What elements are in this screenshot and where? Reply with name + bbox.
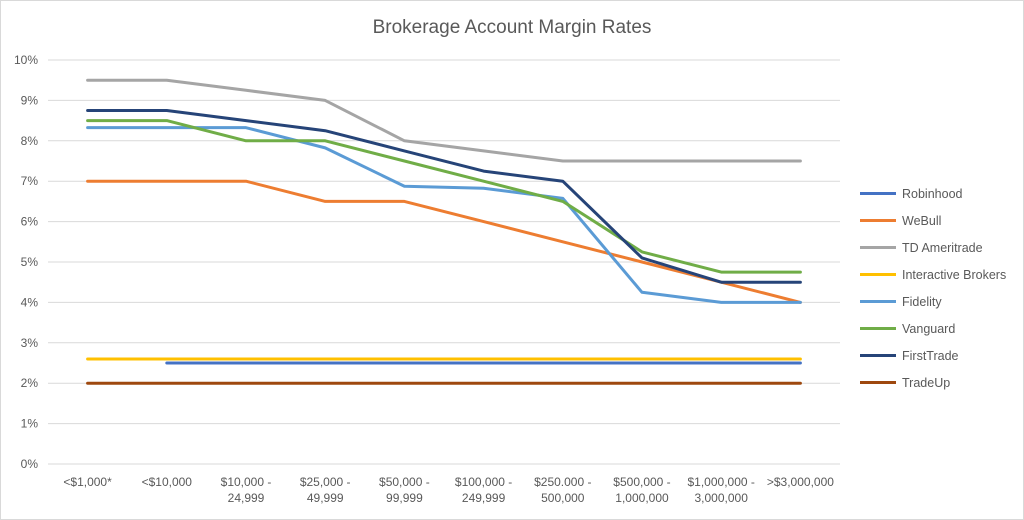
x-tick-label: >$3,000,000 [767,475,834,489]
legend-swatch [860,246,896,249]
legend-label: TD Ameritrade [902,240,983,255]
legend-swatch [860,192,896,195]
legend-label: Fidelity [902,294,942,309]
series-line-vanguard [86,119,802,274]
legend-label: FirstTrade [902,348,959,363]
x-tick-label: 1,000,000 [615,491,669,505]
legend-swatch [860,327,896,330]
legend-swatch [860,300,896,303]
legend-label: TradeUp [902,375,951,390]
legend-item: FirstTrade [860,342,1006,369]
y-tick-label: 7% [21,174,39,188]
x-tick-label: <$10,000 [142,475,193,489]
x-tick-label: 99,999 [386,491,423,505]
legend-item: WeBull [860,207,1006,234]
x-tick-label: $100,000 - [455,475,512,489]
y-tick-label: 2% [21,376,39,390]
legend: Robinhood WeBull TD Ameritrade Interactive … [860,180,1006,396]
legend-item: Vanguard [860,315,1006,342]
legend-label: Interactive Brokers [902,267,1007,282]
legend-label: WeBull [902,213,942,228]
x-tick-label: $250.000 - [534,475,591,489]
legend-item: Robinhood [860,180,1006,207]
legend-item: TradeUp [860,369,1006,396]
series-line-fidelity [86,126,802,304]
legend-item: Fidelity [860,288,1006,315]
x-tick-label: $10,000 - [221,475,272,489]
x-tick-label: $500,000 - [613,475,670,489]
x-tick-label: 3,000,000 [695,491,749,505]
series-line-webull [86,179,802,304]
x-tick-label: $25,000 - [300,475,351,489]
y-tick-label: 10% [14,53,38,67]
legend-swatch [860,381,896,384]
legend-item: Interactive Brokers [860,261,1006,288]
legend-label: Robinhood [902,186,963,201]
legend-swatch [860,354,896,357]
y-tick-label: 3% [21,336,39,350]
chart-title: Brokerage Account Margin Rates [372,17,652,38]
y-tick-label: 9% [21,93,39,107]
legend-item: TD Ameritrade [860,234,1006,261]
legend-label: Vanguard [902,321,956,336]
y-tick-label: 1% [21,417,39,431]
series-line-td-ameritrade [86,78,802,163]
x-tick-label: $50,000 - [379,475,430,489]
y-tick-label: 0% [21,457,39,471]
y-tick-label: 8% [21,134,39,148]
x-tick-label: $1,000,000 - [688,475,755,489]
legend-swatch [860,219,896,222]
x-tick-label: 49,999 [307,491,344,505]
y-tick-label: 5% [21,255,39,269]
series-line-firsttrade [86,109,802,284]
x-tick-label: 500,000 [541,491,585,505]
y-tick-label: 6% [21,215,39,229]
x-tick-label: <$1,000* [63,475,112,489]
x-tick-label: 24,999 [228,491,265,505]
legend-swatch [860,273,896,276]
x-tick-label: 249,999 [462,491,506,505]
y-tick-label: 4% [21,295,39,309]
